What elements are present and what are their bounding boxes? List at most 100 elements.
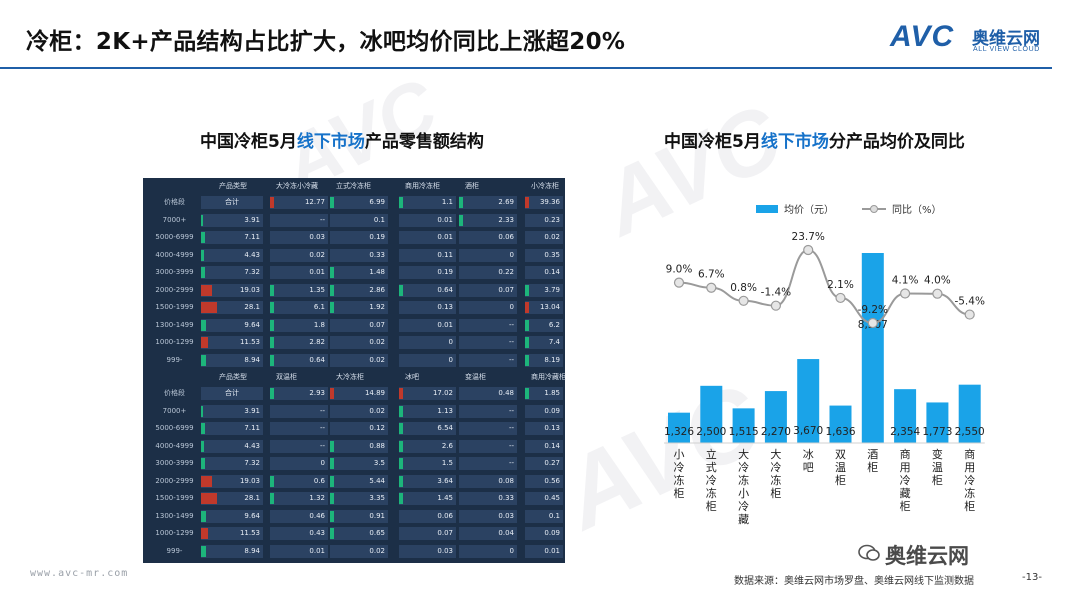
table-row: 价格段 合计 2.93 14.89 17.02 0.48 1.85 <box>143 385 565 403</box>
category-label: 大 <box>738 447 749 461</box>
value-cell: -- <box>459 318 517 332</box>
value-cell: 0.14 <box>525 266 563 279</box>
value-cell: 2.33 <box>459 213 517 227</box>
value-cell: 6.2 <box>525 318 563 332</box>
legend-label-avg-price: 均价（元） <box>784 204 834 216</box>
cell-marker <box>270 388 274 399</box>
value-cell: 0.45 <box>525 492 563 505</box>
point-yoy-label: 0.8% <box>730 282 757 294</box>
value-cell: 7.4 <box>525 336 563 349</box>
total-value: 19.03 <box>239 285 260 294</box>
value-cell: 0.64 <box>270 353 328 367</box>
value-cell: -- <box>270 404 328 418</box>
price-band-label: 4000-4999 <box>155 250 194 259</box>
column-header: 商用冷藏柜 <box>531 373 566 381</box>
left-title-highlight: 线下市场 <box>296 132 365 152</box>
value-cell: 0.01 <box>270 266 328 279</box>
legend-swatch-avg-price <box>756 205 778 213</box>
point-yoy-label: 2.1% <box>827 279 854 291</box>
category-label: 温 <box>932 461 943 474</box>
total-cell: 11.53 <box>201 527 263 540</box>
point-yoy-label: 9.0% <box>666 264 693 276</box>
value-cell: 3.79 <box>525 283 563 297</box>
value-cell: 0.07 <box>399 527 456 540</box>
value-cell: 0.14 <box>525 439 563 453</box>
line-yoy <box>678 248 970 325</box>
value-cell: 8.19 <box>525 353 563 367</box>
value-cell: 0.03 <box>270 231 328 244</box>
category-label: 柜 <box>900 500 911 513</box>
cell-marker <box>525 302 529 313</box>
price-band-label: 4000-4999 <box>155 441 194 450</box>
share-bar <box>201 214 204 226</box>
price-band-label: 999- <box>166 355 183 364</box>
cell-marker <box>330 440 334 452</box>
share-bar <box>201 528 208 539</box>
page-number: -13- <box>1022 572 1042 583</box>
logo-name-cn: 奥维云网 <box>972 29 1040 49</box>
value-cell: 0.91 <box>330 509 388 523</box>
logo-name-en: ALL VIEW CLOUD <box>973 46 1040 53</box>
price-band-label: 5000-6999 <box>155 233 194 241</box>
bar-avg-price <box>797 359 820 443</box>
value-cell: -- <box>270 439 328 453</box>
value-cell: 0.23 <box>525 213 563 227</box>
total-value: 4.43 <box>244 441 260 450</box>
cell-marker <box>399 423 403 434</box>
total-cell: 合计 <box>201 196 263 209</box>
category-label: 商 <box>964 447 975 461</box>
bar-avg-price <box>861 253 884 443</box>
column-header: 双温柜 <box>276 373 297 381</box>
value-cell: 0.1 <box>525 509 563 523</box>
table-row: 1300-1499 9.64 1.8 0.07 0.01 -- 6.2 <box>143 317 565 335</box>
value-cell: 12.77 <box>270 196 328 209</box>
table-row: 5000-6999 7.11 -- 0.12 6.54 -- 0.13 <box>143 420 565 438</box>
table-row: 2000-2999 19.03 0.6 5.44 3.64 0.08 0.56 <box>143 473 565 491</box>
cell-marker <box>330 302 334 313</box>
value-cell: 0.22 <box>459 266 517 279</box>
total-cell: 9.64 <box>201 318 263 332</box>
value-cell: 0.33 <box>459 492 517 505</box>
value-cell: 1.13 <box>399 404 456 418</box>
value-cell: 13.04 <box>525 301 563 314</box>
column-header: 大冷冻柜 <box>336 373 364 381</box>
value-cell: 0.02 <box>330 336 388 349</box>
bar-value-label: 2,550 <box>955 426 985 438</box>
value-cell: 0.48 <box>459 387 517 400</box>
right-title-pre: 中国冷柜5月 <box>664 132 761 152</box>
share-bar <box>201 337 208 348</box>
value-cell: 0 <box>270 457 328 470</box>
value-cell: 0.01 <box>525 544 563 558</box>
table-row: 1000-1299 11.53 0.43 0.65 0.07 0.04 0.09 <box>143 525 565 543</box>
point-yoy <box>770 300 782 311</box>
value-cell: -- <box>270 213 328 227</box>
category-label: 藏 <box>900 487 911 500</box>
header-divider <box>0 67 1052 69</box>
value-cell: 2.93 <box>270 387 328 400</box>
value-cell: 0.88 <box>330 439 388 453</box>
right-chart-title: 中国冷柜5月线下市场分产品均价及同比 <box>664 127 965 152</box>
cell-marker <box>330 510 334 522</box>
cell-marker <box>399 458 403 469</box>
cell-marker <box>399 284 403 296</box>
left-chart-title: 中国冷柜5月线下市场产品零售额结构 <box>200 127 484 152</box>
value-cell: 2.6 <box>399 439 456 453</box>
bar-avg-price <box>926 402 949 443</box>
cell-marker <box>399 405 403 417</box>
cell-marker <box>399 388 403 399</box>
cell-marker <box>270 284 274 296</box>
category-label: 冷 <box>770 461 781 474</box>
column-header: 商用冷冻柜 <box>405 182 440 190</box>
category-label: 柜 <box>674 487 685 500</box>
column-header: 酒柜 <box>465 182 479 190</box>
total-cell: 28.1 <box>201 492 263 505</box>
total-value: 7.32 <box>244 268 260 276</box>
total-value: 3.91 <box>244 406 260 415</box>
cell-marker <box>330 475 334 487</box>
total-value: 11.53 <box>239 529 260 537</box>
table-row: 7000+ 3.91 -- 0.1 0.01 2.33 0.23 <box>143 212 565 230</box>
value-cell: 0.35 <box>525 248 563 262</box>
total-cell: 7.11 <box>201 422 263 435</box>
category-label: 冷 <box>738 500 749 513</box>
point-yoy <box>900 288 911 299</box>
